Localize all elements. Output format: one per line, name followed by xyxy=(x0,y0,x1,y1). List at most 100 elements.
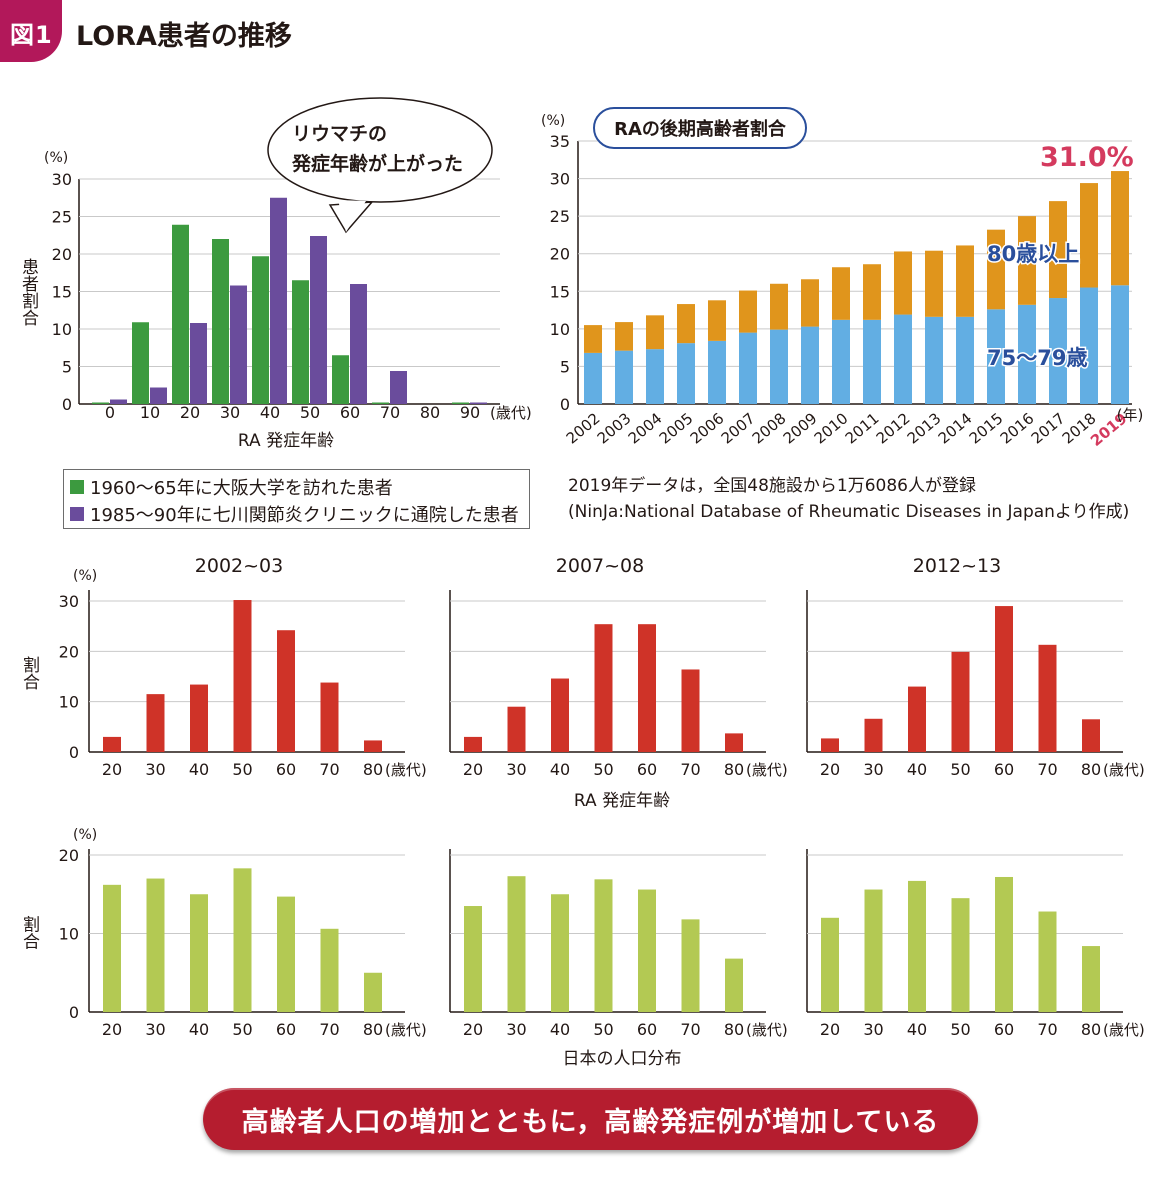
population-2002-03-y-tick-label: 20 xyxy=(59,846,79,865)
onset-y-tick-label: 0 xyxy=(62,395,72,414)
ra-onset-2002-03-y-label: 割合 xyxy=(19,656,40,690)
ratio-x-unit: (年) xyxy=(1117,406,1144,424)
onset-bar-purple xyxy=(390,371,407,404)
population-2002-03-x-tick-label: 50 xyxy=(232,1020,252,1039)
ra-onset-2012-13-bar xyxy=(951,651,970,752)
onset-y-tick-label: 20 xyxy=(52,245,72,264)
population-xlabel: 日本の人口分布 xyxy=(563,1049,682,1069)
callout-tail-mask xyxy=(338,200,366,232)
ra-onset-2007-08-x-tick-label: 20 xyxy=(463,760,483,779)
onset-bar-purple xyxy=(350,284,367,404)
population-2002-03-bar xyxy=(233,868,252,1012)
legend-item-1: 1960〜65年に大阪大学を訪れた患者 xyxy=(70,474,393,500)
ra-onset-2012-13-x-tick-label: 30 xyxy=(863,760,883,779)
ratio-bar-75-79 xyxy=(615,350,633,404)
ratio-bar-75-79 xyxy=(584,352,602,404)
ratio-x-tick-label: 2006 xyxy=(687,409,728,447)
population-2012-13-x-tick-label: 20 xyxy=(820,1020,840,1039)
onset-y-tick-label: 30 xyxy=(52,170,72,189)
ratio-highlight-label: 31.0% xyxy=(1040,142,1134,173)
ra-onset-2002-03-y-tick-label: 0 xyxy=(69,743,79,762)
population-2007-08-x-tick-label: 20 xyxy=(463,1020,483,1039)
ratio-bar-75-79 xyxy=(1080,287,1098,404)
population-2007-08-x-tick-label: 60 xyxy=(637,1020,657,1039)
ratio-x-tick-label: 2009 xyxy=(780,409,821,447)
ratio-bar-80-plus xyxy=(863,264,881,320)
population-2007-08-bar xyxy=(507,876,526,1012)
population-2002-03-x-unit: (歳代) xyxy=(385,1021,427,1039)
onset-y-tick-label: 10 xyxy=(52,320,72,339)
ra-onset-2002-03-bar xyxy=(364,740,382,752)
onset-bar-purple xyxy=(110,399,127,404)
onset-bar-green xyxy=(252,256,269,404)
population-2007-08-bar xyxy=(551,894,569,1012)
ratio-bar-80-plus xyxy=(925,250,943,317)
onset-bar-green xyxy=(372,402,389,404)
onset-y-tick-label: 5 xyxy=(62,358,72,377)
ratio-x-tick-label: 2003 xyxy=(594,409,635,447)
population-2002-03-bar xyxy=(103,884,121,1012)
ra-onset-2007-08-bar xyxy=(638,624,656,752)
onset-x-tick-label: 30 xyxy=(220,403,240,422)
population-2002-03-x-tick-label: 40 xyxy=(189,1020,209,1039)
figure-badge: 図1 xyxy=(0,0,62,62)
ratio-x-tick-label: 2017 xyxy=(1028,409,1069,447)
onset-x-tick-label: 70 xyxy=(380,403,400,422)
population-2002-03-bar xyxy=(146,878,165,1012)
onset-bar-purple xyxy=(230,285,247,404)
population-2012-13-x-tick-label: 30 xyxy=(863,1020,883,1039)
onset-bar-green xyxy=(132,322,149,404)
population-2012-13-x-tick-label: 70 xyxy=(1037,1020,1057,1039)
onset-x-tick-label: 0 xyxy=(105,403,115,422)
ra-onset-2002-03-bar xyxy=(146,694,165,752)
legend-label-2: 1985〜90年に七川関節炎クリニックに通院した患者 xyxy=(90,505,519,526)
ratio-bar-75-79 xyxy=(987,309,1005,404)
ratio-x-tick-label: 2002 xyxy=(563,409,604,447)
ratio-bar-80-plus xyxy=(615,322,633,351)
population-2007-08-bar xyxy=(594,879,613,1012)
onset-x-tick-label: 90 xyxy=(460,403,480,422)
onset-bar-purple xyxy=(470,402,487,404)
ratio-bar-80-plus xyxy=(646,315,664,350)
population-2002-03-bar xyxy=(364,972,382,1012)
ra-onset-2002-03-x-tick-label: 50 xyxy=(232,760,252,779)
onset-x-tick-label: 50 xyxy=(300,403,320,422)
ra-onset-2002-03-x-tick-label: 80 xyxy=(363,760,383,779)
onset-x-label: RA 発症年齢 xyxy=(238,431,334,451)
ratio-bar-80-plus xyxy=(956,245,974,317)
ratio-series-label-80: 80歳以上 xyxy=(987,242,1079,266)
ra-onset-2012-13-x-tick-label: 60 xyxy=(994,760,1014,779)
ratio-bar-80-plus xyxy=(832,267,850,320)
ratio-bar-80-plus xyxy=(987,229,1005,310)
population-2012-13-x-tick-label: 40 xyxy=(907,1020,927,1039)
onset-y-unit: (%) xyxy=(44,150,68,166)
ratio-x-tick-label: 2012 xyxy=(873,409,914,447)
ratio-bar-75-79 xyxy=(770,329,788,404)
population-2002-03-bar xyxy=(190,894,208,1012)
ratio-bar-75-79 xyxy=(708,340,726,404)
population-2007-08-bar xyxy=(681,919,700,1012)
source-note-line1: 2019年データは，全国48施設から1万6086人が登録 xyxy=(568,476,976,496)
onset-bar-green xyxy=(452,402,469,404)
ratio-title: RAの後期高齢者割合 xyxy=(614,118,787,140)
population-2002-03-y-tick-label: 0 xyxy=(69,1003,79,1022)
ra-onset-2002-03-y-tick-label: 10 xyxy=(59,693,79,712)
ra-onset-2012-13-x-tick-label: 80 xyxy=(1081,760,1101,779)
ratio-y-tick-label: 20 xyxy=(550,245,570,264)
ra-onset-2012-13-bar xyxy=(1082,719,1100,752)
ra-onset-2012-13-bar xyxy=(995,606,1013,752)
ratio-bar-75-79 xyxy=(832,319,850,404)
ra-onset-2007-08-x-tick-label: 70 xyxy=(680,760,700,779)
onset-bar-green xyxy=(332,355,349,404)
population-2007-08-x-tick-label: 70 xyxy=(680,1020,700,1039)
ratio-x-tick-label: 2005 xyxy=(656,409,697,447)
onset-x-unit: (歳代) xyxy=(490,404,532,422)
conclusion-banner: 高齢者人口の増加とともに，高齢発症例が増加している xyxy=(203,1088,978,1150)
legend-item-2: 1985〜90年に七川関節炎クリニックに通院した患者 xyxy=(70,501,519,527)
ratio-title-pill xyxy=(593,107,807,149)
ra-onset-2012-13-bar xyxy=(1038,644,1057,752)
ra-onset-2007-08-x-tick-label: 40 xyxy=(550,760,570,779)
onset-bar-green xyxy=(292,280,309,404)
population-2007-08-x-tick-label: 80 xyxy=(724,1020,744,1039)
population-2002-03-bar xyxy=(277,896,295,1012)
